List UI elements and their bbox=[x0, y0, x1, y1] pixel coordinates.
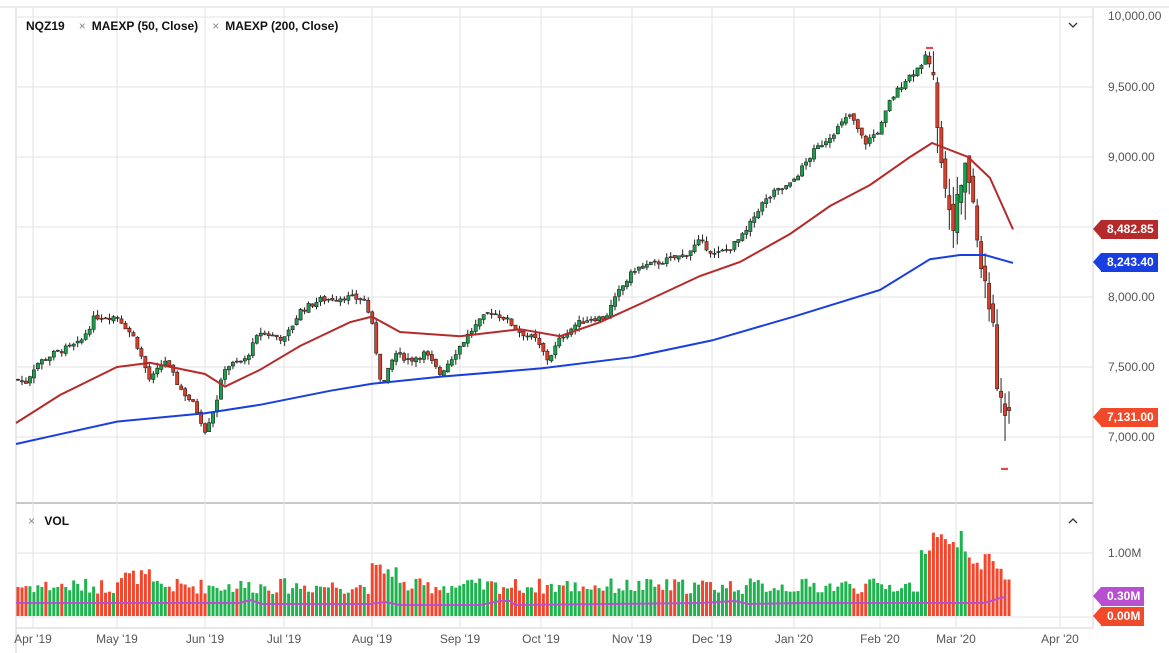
x-axis-label: Jul '19 bbox=[266, 632, 302, 646]
last-price-tag: 7,131.00 bbox=[1093, 408, 1158, 427]
svg-text:▬: ▬ bbox=[1001, 465, 1008, 472]
x-axis-label: Apr '19 bbox=[14, 632, 52, 646]
chevron-up-icon[interactable] bbox=[1066, 514, 1080, 528]
chart-legend: NQZ19 × MAEXP (50, Close) × MAEXP (200, … bbox=[26, 19, 352, 33]
x-axis-label: Dec '19 bbox=[691, 632, 733, 646]
x-axis-label: Oct '19 bbox=[522, 632, 560, 646]
volume-tick-1m: 1.00M bbox=[1108, 546, 1142, 560]
volume-bars bbox=[16, 530, 1011, 616]
candles bbox=[16, 51, 1011, 441]
symbol-label[interactable]: NQZ19 bbox=[26, 19, 65, 33]
svg-text:▬: ▬ bbox=[926, 44, 933, 51]
price-tick-7500: 7,500.00 bbox=[1108, 360, 1155, 374]
ema50-value-tag: 8,482.85 bbox=[1093, 220, 1158, 239]
x-axis-label: Sep '19 bbox=[439, 632, 481, 646]
x-axis-label: Apr '20 bbox=[1041, 632, 1079, 646]
volume-legend: × VOL bbox=[28, 514, 69, 528]
x-axis-label: Jun '19 bbox=[185, 632, 225, 646]
price-tick-9000: 9,000.00 bbox=[1108, 150, 1155, 164]
volume-label[interactable]: VOL bbox=[44, 514, 70, 528]
remove-volume-icon[interactable]: × bbox=[28, 514, 36, 528]
volume-last-tag: 0.00M bbox=[1092, 607, 1145, 626]
x-axis-label: Mar '20 bbox=[936, 632, 976, 646]
remove-ema50-icon[interactable]: × bbox=[78, 19, 86, 33]
ema200-indicator-label[interactable]: MAEXP (200, Close) bbox=[225, 19, 339, 33]
x-axis-label: Nov '19 bbox=[611, 632, 653, 646]
x-axis-label: May '19 bbox=[96, 632, 138, 646]
ema200-value-tag: 8,243.40 bbox=[1093, 253, 1158, 272]
volume-ma-line bbox=[16, 596, 1006, 607]
price-tick-9500: 9,500.00 bbox=[1108, 80, 1155, 94]
x-axis-label: Feb '20 bbox=[860, 632, 900, 646]
ema50-line bbox=[15, 141, 1014, 424]
x-axis-label: Jan '20 bbox=[774, 632, 814, 646]
volume-ma-tag: 0.30M bbox=[1092, 587, 1145, 606]
chevron-down-icon[interactable] bbox=[1066, 18, 1080, 32]
x-axis-label: Aug '19 bbox=[351, 632, 393, 646]
ema200-line bbox=[15, 254, 1014, 445]
price-tick-7000: 7,000.00 bbox=[1108, 430, 1155, 444]
ema50-indicator-label[interactable]: MAEXP (50, Close) bbox=[91, 19, 199, 33]
price-tick-10000: 10,000.00 bbox=[1108, 9, 1162, 23]
remove-ema200-icon[interactable]: × bbox=[212, 19, 220, 33]
price-tick-8000: 8,000.00 bbox=[1108, 290, 1155, 304]
